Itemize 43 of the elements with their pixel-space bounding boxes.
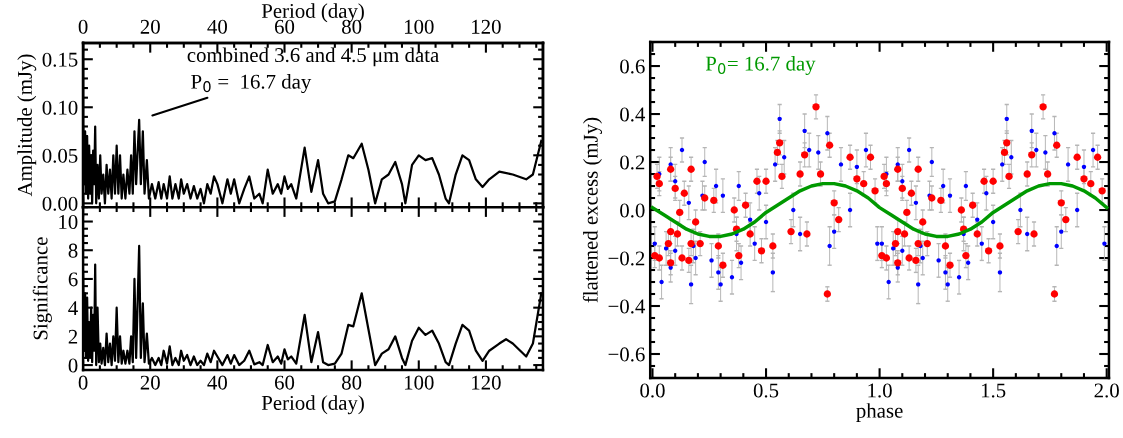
- x2-tick-label: 40: [207, 19, 227, 34]
- x2-tick-label: 120: [472, 19, 501, 34]
- x-tick-label: 100: [404, 375, 434, 390]
- x-tick-label: 120: [472, 375, 501, 390]
- annotation: P$_{0}$ = 16.7 day: [191, 74, 312, 94]
- x-tick-label: 40: [207, 375, 227, 390]
- y-tick-label: 0.15: [42, 52, 78, 67]
- y-tick-label: 0.10: [42, 100, 78, 115]
- x2-tick-label: 100: [404, 19, 434, 34]
- x-tick-label: 20: [140, 375, 160, 390]
- y-tick-label: −0.4: [608, 299, 646, 314]
- y-tick-label: 0.00: [42, 196, 78, 211]
- y-axis-title: flattened excess (mJy): [582, 117, 603, 303]
- y-tick-label: 10: [59, 214, 78, 229]
- y-axis-title: Significance: [32, 237, 52, 340]
- x-axis-title: phase: [856, 403, 903, 423]
- y-tick-label: 0: [68, 358, 78, 373]
- y-tick-label: 4: [68, 301, 78, 315]
- annotation: P$_{0}$= 16.7 day: [705, 55, 816, 75]
- y-tick-label: −0.2: [608, 251, 645, 266]
- y-tick-label: 8: [68, 243, 78, 258]
- x-tick-label: 60: [274, 375, 295, 390]
- y-tick-label: 0.2: [620, 155, 645, 170]
- x-tick-label: 2.0: [1094, 383, 1119, 398]
- y-tick-label: 0.6: [620, 59, 645, 74]
- y-tick-label: 6: [68, 272, 78, 287]
- x-axis-title: Period (day): [261, 395, 364, 415]
- y-tick-label: 0.05: [42, 148, 78, 163]
- x2-tick-label: 0: [78, 19, 88, 34]
- x-tick-label: 1.5: [981, 383, 1006, 398]
- annotation: combined 3.6 and 4.5 μm data: [187, 47, 439, 67]
- x-tick-label: 0.5: [753, 383, 779, 398]
- y-tick-label: 2: [68, 329, 78, 344]
- y-tick-label: −0.6: [608, 347, 645, 362]
- line-series: [650, 181, 1109, 239]
- x-tick-label: 0: [78, 375, 88, 390]
- x-tick-label: 1.0: [868, 383, 892, 398]
- x2-tick-label: 20: [140, 19, 160, 34]
- x-tick-label: 80: [342, 375, 362, 390]
- x-tick-label: 0.0: [640, 383, 665, 398]
- y-tick-label: 0.4: [620, 107, 646, 122]
- y-axis-title: Amplitude (mJy): [17, 54, 37, 197]
- y-tick-label: 0.0: [620, 203, 645, 218]
